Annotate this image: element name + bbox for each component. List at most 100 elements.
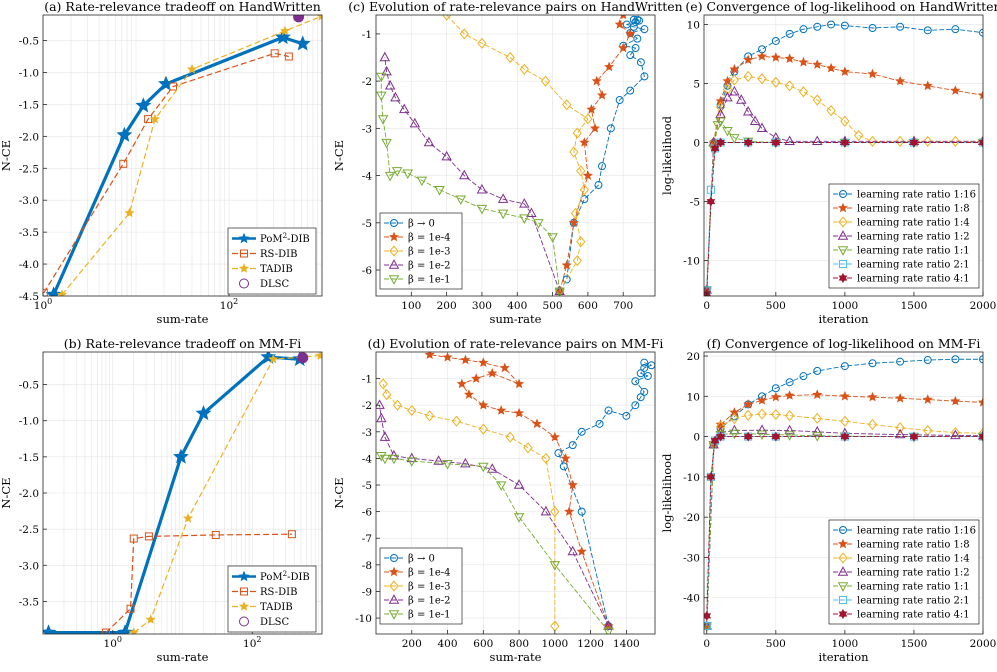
data-point xyxy=(390,91,401,102)
data-point xyxy=(583,113,593,125)
legend-entry: β = 1e-3 xyxy=(384,245,451,258)
legend-label: β → 0 xyxy=(408,219,435,230)
data-point xyxy=(771,36,780,45)
x-axis-label: sum-rate xyxy=(490,312,542,326)
data-point xyxy=(757,73,767,85)
series-3 xyxy=(297,352,309,364)
data-point xyxy=(279,25,291,36)
data-point xyxy=(729,74,740,86)
data-point xyxy=(813,22,822,31)
data-point xyxy=(722,127,733,137)
x-tick-label: 0 xyxy=(703,638,710,650)
series-line xyxy=(382,383,556,627)
data-point xyxy=(519,198,530,208)
legend-marker xyxy=(238,232,250,244)
data-point xyxy=(868,359,877,368)
y-tick-label: -5 xyxy=(690,197,700,209)
data-point xyxy=(43,288,48,296)
data-point xyxy=(382,388,392,401)
legend-marker xyxy=(839,190,847,198)
legend-entry: learning rate ratio 1:2 xyxy=(833,566,970,579)
data-point xyxy=(554,285,565,295)
data-point xyxy=(284,52,293,61)
legend-entry: β = 1e-4 xyxy=(384,566,451,579)
legend-label: learning rate ratio 1:2 xyxy=(857,232,970,243)
data-point xyxy=(442,352,453,362)
data-point xyxy=(505,51,515,64)
legend-entry: learning rate ratio 1:8 xyxy=(833,202,970,215)
y-tick-label: -4 xyxy=(362,453,373,465)
data-point xyxy=(736,94,747,104)
data-point xyxy=(376,91,387,102)
data-point xyxy=(293,15,305,23)
legend-label: RS-DIB xyxy=(260,249,297,260)
data-point xyxy=(840,115,850,127)
series-line xyxy=(706,358,983,626)
legend-marker xyxy=(838,216,848,228)
x-tick-label: 100 xyxy=(104,635,122,650)
legend-entry: β → 0 xyxy=(384,554,435,565)
data-point xyxy=(513,513,525,523)
legend-entry: RS-DIB xyxy=(232,249,297,260)
legend-entry: learning rate ratio 4:1 xyxy=(833,273,970,285)
series-line xyxy=(706,394,983,626)
data-point xyxy=(579,184,590,196)
data-point xyxy=(771,408,781,421)
data-point xyxy=(603,627,614,634)
y-tick-label: 10 xyxy=(687,19,700,31)
legend-marker xyxy=(838,273,848,283)
legend-label: learning rate ratio 4:1 xyxy=(857,610,970,621)
x-tick-label: 1500 xyxy=(901,300,928,312)
data-point xyxy=(564,506,575,516)
data-point xyxy=(45,286,62,296)
data-point xyxy=(950,429,961,440)
x-tick-label: 1500 xyxy=(901,638,928,650)
data-point xyxy=(496,405,507,415)
panel-title: (d) Evolution of rate-relevance pairs on… xyxy=(368,336,664,351)
data-point xyxy=(268,353,279,364)
data-point xyxy=(710,143,720,154)
legend-marker xyxy=(388,594,400,604)
legend-label: DLSC xyxy=(260,279,290,290)
y-tick-label: -20 xyxy=(683,512,700,524)
series-line xyxy=(429,354,609,627)
legend-entry: learning rate ratio 1:1 xyxy=(833,246,970,257)
legend-label: β = 1e-1 xyxy=(408,610,451,621)
data-point xyxy=(456,378,467,389)
series-3 xyxy=(379,51,565,295)
data-point xyxy=(729,412,740,425)
data-point xyxy=(463,389,475,399)
y-axis-label: N-CE xyxy=(0,477,13,508)
series-4 xyxy=(376,452,614,634)
legend-marker xyxy=(837,582,849,592)
data-point xyxy=(622,20,631,29)
y-tick-label: -2.0 xyxy=(19,131,39,143)
x-tick-label: 700 xyxy=(613,300,633,312)
data-point xyxy=(381,65,392,76)
legend-label: β = 1e-4 xyxy=(408,233,451,244)
series-line xyxy=(706,91,983,291)
data-point xyxy=(376,412,387,423)
data-point xyxy=(576,165,586,177)
legend-marker xyxy=(388,259,400,269)
data-point xyxy=(499,362,510,373)
legend-entry: learning rate ratio 1:4 xyxy=(833,216,970,229)
data-point xyxy=(406,457,418,467)
data-point xyxy=(549,431,560,442)
data-point xyxy=(923,26,932,35)
data-point xyxy=(416,176,428,187)
data-point xyxy=(840,362,849,371)
data-point xyxy=(951,355,960,364)
legend-marker xyxy=(389,245,399,257)
data-point xyxy=(144,532,153,541)
series-1 xyxy=(101,530,296,634)
y-tick-label: -6 xyxy=(362,507,373,519)
legend-entry: β → 0 xyxy=(384,219,435,230)
data-point xyxy=(519,63,529,75)
data-point xyxy=(743,409,753,421)
y-tick-label: -2.5 xyxy=(19,524,39,536)
data-point xyxy=(977,397,983,407)
data-point xyxy=(495,481,507,491)
data-point xyxy=(128,627,139,634)
data-point xyxy=(603,620,614,630)
